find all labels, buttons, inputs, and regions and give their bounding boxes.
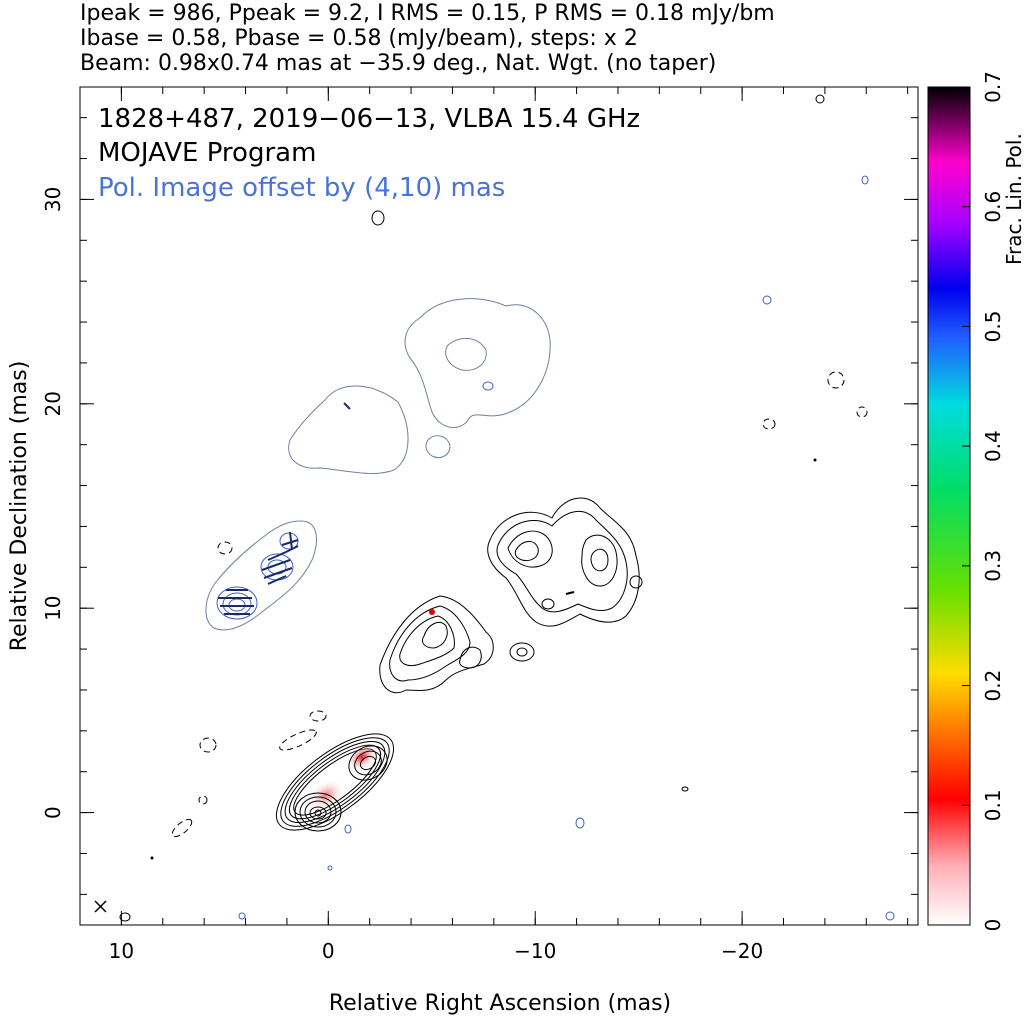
y-tick-label: 0 [41, 806, 65, 819]
negative-contour [762, 418, 776, 430]
knot-contour [421, 621, 448, 649]
knot-contour [379, 595, 494, 694]
negative-contour [198, 795, 208, 805]
header-line-1: Ipeak = 986, Ppeak = 9.2, I RMS = 0.15, … [80, 1, 775, 26]
x-tick-label: −20 [721, 939, 763, 963]
evpa-tick [565, 591, 575, 595]
lobe-contour [629, 575, 643, 589]
negative-contour [856, 406, 868, 418]
knot-contour [389, 605, 471, 682]
lobe-contour [487, 497, 640, 627]
polarized-region [307, 779, 345, 811]
evpa-ticks [218, 531, 299, 615]
small-pol-contour [482, 381, 494, 391]
small-contour [371, 210, 385, 226]
source-label: 1828+487, 2019−06−13, VLBA 15.4 GHz [98, 104, 640, 134]
lobe-contour [507, 530, 553, 568]
colorbar-tick-label: 0 [981, 919, 1005, 932]
header-line-2: Ibase = 0.58, Pbase = 0.58 (mJy/beam), s… [80, 26, 638, 51]
colorbar [927, 86, 971, 926]
small-pol-contour [344, 824, 352, 834]
jet-contour [348, 745, 388, 781]
colorbar-tick-label: 0.4 [981, 430, 1005, 462]
knot-polarized-spot [429, 609, 435, 615]
lobe-contour [541, 598, 555, 610]
small-pol-contour [762, 295, 772, 305]
small-contour [119, 912, 131, 922]
y-tick-label: 20 [41, 391, 65, 416]
pol-contour [260, 553, 294, 581]
jet-contour [359, 755, 377, 771]
knot-contour [399, 615, 455, 667]
negative-contour [171, 818, 193, 838]
pol-outer-contour [404, 298, 551, 428]
polarized-region [345, 742, 379, 772]
noise-dot [813, 458, 817, 462]
colorbar-tick-label: 0.6 [981, 191, 1005, 223]
pol-contour [216, 586, 258, 620]
small-contour [681, 786, 689, 792]
small-pol-contour [238, 912, 246, 920]
axes: 10 0 −10 −20 0 10 20 30 [41, 87, 918, 963]
negative-contour [199, 737, 217, 753]
small-pol-contour [575, 817, 585, 829]
small-pol-contour [327, 865, 333, 871]
colorbar-tick-label: 0.1 [981, 789, 1005, 821]
polarization-image [205, 298, 551, 631]
lobe-contour [514, 541, 539, 561]
beam-marker [94, 900, 107, 913]
lobe-contour [496, 511, 628, 613]
core-contour [314, 809, 322, 817]
core-contour [299, 796, 337, 828]
jet-contour [354, 750, 382, 776]
colorbar-tick-label: 0.7 [981, 71, 1005, 103]
small-contour [815, 94, 825, 104]
y-tick-label: 30 [41, 187, 65, 212]
x-axis-label: Relative Right Ascension (mas) [329, 991, 671, 1016]
noise-dot [150, 856, 154, 860]
colorbar-tick-label: 0.2 [981, 670, 1005, 702]
knot-contour [509, 642, 535, 662]
x-tick-label: −10 [514, 939, 556, 963]
core-contour [304, 800, 332, 824]
pol-contour [222, 592, 252, 616]
x-tick-label: 10 [109, 939, 134, 963]
colorbar-tick-label: 0.3 [981, 550, 1005, 582]
negative-contour [309, 710, 327, 722]
x-tick-label: 0 [322, 939, 335, 963]
knot-contour [516, 647, 528, 657]
header-line-3: Beam: 0.98x0.74 mas at −35.9 deg., Nat. … [80, 51, 717, 76]
core-contour [294, 792, 342, 832]
negative-contour [827, 371, 845, 389]
knot-contour [459, 646, 482, 669]
y-tick-label: 10 [41, 595, 65, 620]
pol-outer-contour [288, 385, 409, 474]
colorbar-ticks: 0 0.1 0.2 0.3 0.4 0.5 0.6 0.7 [962, 71, 1005, 931]
evpa-tick [343, 402, 351, 410]
plot-frame [79, 86, 919, 926]
colorbar-label: Frac. Lin. Pol. [1002, 133, 1026, 265]
program-label: MOJAVE Program [98, 138, 316, 168]
y-axis-label: Relative Declination (mas) [7, 361, 32, 652]
negative-contour [217, 541, 233, 555]
lobe-contour [590, 548, 609, 572]
small-pol-contour [861, 175, 869, 185]
pol-outer-contour [205, 520, 317, 631]
pol-outer-contour [425, 435, 451, 459]
intensity-contours [119, 94, 895, 922]
lobe-contour [581, 534, 618, 587]
colorbar-tick-label: 0.5 [981, 311, 1005, 343]
core-contour [309, 806, 327, 820]
pol-outer-contour [445, 337, 487, 371]
small-pol-contour [885, 911, 895, 921]
negative-contour [279, 729, 317, 751]
offset-label: Pol. Image offset by (4,10) mas [98, 173, 505, 203]
